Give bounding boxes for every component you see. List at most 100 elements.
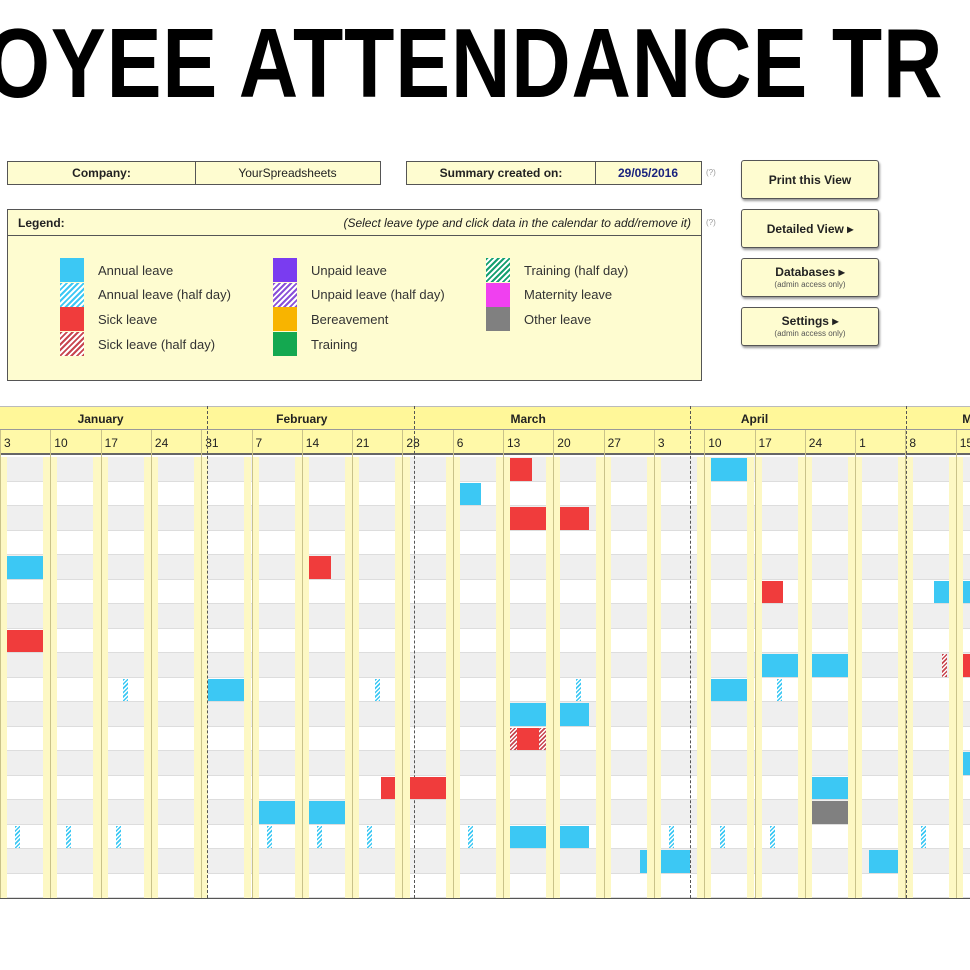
leave-annual-half[interactable]	[15, 825, 21, 848]
leave-annual[interactable]	[661, 850, 690, 873]
training-half-swatch-icon	[486, 258, 510, 282]
company-value[interactable]: YourSpreadsheets	[238, 166, 337, 180]
print-view-button[interactable]: Print this View	[741, 160, 879, 199]
leave-annual[interactable]	[761, 654, 798, 677]
week-label: 28	[406, 436, 420, 450]
legend-item-maternity[interactable]: Maternity leave	[486, 282, 612, 307]
databases-button[interactable]: Databases ▸ (admin access only)	[741, 258, 879, 297]
leave-annual[interactable]	[869, 850, 899, 873]
leave-annual-half[interactable]	[920, 825, 926, 848]
week-label: 27	[607, 436, 621, 450]
leave-sick[interactable]	[510, 458, 532, 481]
month-label: March	[510, 412, 546, 426]
legend-item-label: Bereavement	[311, 311, 389, 327]
leave-sick[interactable]	[517, 727, 539, 750]
leave-annual-half[interactable]	[575, 678, 581, 701]
sick-swatch-icon	[60, 307, 84, 332]
legend-item-annual-half[interactable]: Annual leave (half day)	[60, 282, 231, 307]
weekend-band	[344, 457, 353, 898]
legend-item-label: Annual leave (half day)	[98, 287, 231, 303]
leave-other[interactable]	[811, 801, 848, 824]
legend-item-label: Sick leave	[98, 311, 158, 327]
leave-annual-half[interactable]	[719, 825, 725, 848]
leave-sick[interactable]	[761, 580, 784, 603]
legend-item-training[interactable]: Training	[273, 332, 357, 357]
weekend-band	[754, 457, 762, 898]
training-swatch-icon	[273, 332, 297, 357]
week-divider	[553, 430, 555, 898]
leave-annual[interactable]	[560, 825, 590, 848]
summary-label: Summary created on:	[407, 162, 596, 184]
legend-item-bereavement[interactable]: Bereavement	[273, 307, 389, 332]
leave-annual-half[interactable]	[769, 825, 775, 848]
leave-annual[interactable]	[7, 556, 44, 579]
weekend-band	[797, 457, 805, 898]
settings-note: (admin access only)	[774, 329, 846, 338]
legend-item-label: Unpaid leave	[311, 262, 387, 278]
settings-button[interactable]: Settings ▸ (admin access only)	[741, 307, 879, 346]
leave-sick[interactable]	[560, 507, 590, 530]
leave-annual-half[interactable]	[266, 825, 272, 848]
leave-annual[interactable]	[711, 678, 748, 701]
leave-annual[interactable]	[962, 752, 970, 775]
month-divider	[689, 406, 691, 898]
leave-annual-half[interactable]	[468, 825, 474, 848]
unpaid-half-swatch-icon	[273, 282, 297, 307]
legend-item-unpaid-half[interactable]: Unpaid leave (half day)	[273, 282, 445, 307]
week-header-row: 3 10 17 24 31 7 14 21 28 6 13 20 27 3 10 17 24 1 8 15	[0, 430, 970, 455]
leave-sick[interactable]	[510, 507, 547, 530]
legend-item-annual[interactable]: Annual leave	[60, 258, 173, 282]
leave-annual[interactable]	[308, 801, 345, 824]
week-label: 15	[959, 436, 970, 450]
leave-annual-half[interactable]	[374, 678, 380, 701]
leave-annual[interactable]	[811, 776, 848, 799]
weekend-band	[100, 457, 108, 898]
leave-sick-half[interactable]	[942, 654, 948, 677]
leave-annual-half[interactable]	[317, 825, 323, 848]
databases-label: Databases ▸	[775, 265, 845, 279]
weekend-band	[294, 457, 302, 898]
legend-item-label: Unpaid leave (half day)	[311, 287, 445, 303]
summary-value[interactable]: 29/05/2016	[617, 166, 679, 180]
leave-annual[interactable]	[258, 801, 295, 824]
weekend-band	[452, 457, 460, 898]
leave-annual[interactable]	[962, 580, 970, 603]
weekend-band	[855, 457, 863, 898]
detailed-view-button[interactable]: Detailed View ▸	[741, 209, 879, 248]
leave-annual[interactable]	[560, 703, 590, 726]
week-divider	[653, 430, 655, 898]
legend-item-unpaid[interactable]: Unpaid leave	[273, 258, 387, 282]
leave-sick[interactable]	[409, 776, 446, 799]
leave-annual-half[interactable]	[123, 678, 129, 701]
leave-sick[interactable]	[308, 556, 331, 579]
leave-sick[interactable]	[380, 776, 396, 799]
legend-item-other[interactable]: Other leave	[486, 307, 591, 332]
leave-annual-half[interactable]	[367, 825, 373, 848]
month-label: April	[740, 412, 769, 426]
legend-item-training-half[interactable]: Training (half day)	[486, 258, 628, 282]
help-icon[interactable]: (?)	[706, 218, 716, 227]
weekend-band	[596, 457, 604, 898]
weekend-band	[194, 457, 202, 898]
legend-item-sick[interactable]: Sick leave	[60, 307, 158, 332]
leave-annual[interactable]	[711, 458, 748, 481]
leave-annual[interactable]	[510, 825, 547, 848]
leave-annual-half[interactable]	[669, 825, 675, 848]
maternity-swatch-icon	[486, 282, 510, 307]
leave-annual[interactable]	[934, 580, 949, 603]
legend-item-sick-half[interactable]: Sick leave (half day)	[60, 332, 215, 357]
leave-annual[interactable]	[639, 850, 647, 873]
leave-annual[interactable]	[510, 703, 547, 726]
leave-annual[interactable]	[811, 654, 848, 677]
attendance-calendar: JanuaryFebruaryMarchAprilMa3101724317142…	[0, 406, 970, 900]
leave-sick[interactable]	[7, 629, 44, 652]
leave-annual[interactable]	[208, 678, 245, 701]
leave-annual[interactable]	[459, 482, 482, 505]
leave-annual-half[interactable]	[115, 825, 121, 848]
annual-half-swatch-icon	[60, 282, 84, 307]
help-icon[interactable]: (?)	[706, 168, 716, 177]
leave-annual-half[interactable]	[65, 825, 71, 848]
leave-annual-half[interactable]	[777, 678, 783, 701]
leave-sick[interactable]	[962, 654, 970, 677]
databases-note: (admin access only)	[774, 280, 846, 289]
